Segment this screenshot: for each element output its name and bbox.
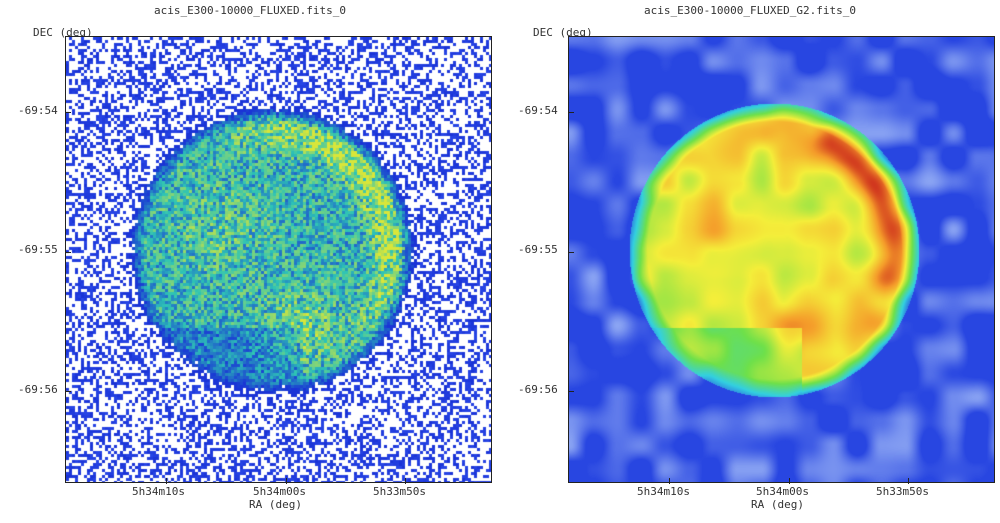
right-ytick-label: -69:54 xyxy=(518,104,558,117)
left-xray-image xyxy=(66,37,491,482)
left-ytick-label: -69:54 xyxy=(18,104,58,117)
left-image-frame[interactable] xyxy=(65,36,492,483)
right-xtick-label: 5h33m50s xyxy=(876,485,929,498)
left-xtick-mark xyxy=(405,478,406,484)
left-ytick-mark xyxy=(65,112,71,113)
right-xtick-mark xyxy=(908,478,909,484)
right-image-panel: acis_E300-10000_FLUXED_G2.fits_0 DEC (de… xyxy=(500,0,1000,523)
left-xtick-label: 5h34m10s xyxy=(132,485,185,498)
right-xtick-label: 5h34m10s xyxy=(637,485,690,498)
right-ytick-mark xyxy=(568,252,574,253)
left-xtick-label: 5h33m50s xyxy=(373,485,426,498)
right-ytick-mark xyxy=(568,112,574,113)
right-ytick-label: -69:56 xyxy=(518,383,558,396)
right-xtick-mark xyxy=(669,478,670,484)
right-smoothed-image xyxy=(569,37,994,482)
right-panel-title: acis_E300-10000_FLUXED_G2.fits_0 xyxy=(644,4,856,17)
right-ytick-label: -69:55 xyxy=(518,243,558,256)
left-xtick-label: 5h34m00s xyxy=(253,485,306,498)
right-y-axis-label: DEC (deg) xyxy=(533,26,593,39)
right-x-axis-label: RA (deg) xyxy=(751,498,804,511)
right-xtick-mark xyxy=(789,478,790,484)
left-y-axis-label: DEC (deg) xyxy=(33,26,93,39)
right-image-frame[interactable] xyxy=(568,36,995,483)
left-ytick-label: -69:55 xyxy=(18,243,58,256)
left-image-panel: acis_E300-10000_FLUXED.fits_0 DEC (deg) … xyxy=(18,4,492,511)
left-ytick-mark xyxy=(65,252,71,253)
left-xtick-mark xyxy=(166,478,167,484)
left-ytick-mark xyxy=(65,391,71,392)
left-ytick-label: -69:56 xyxy=(18,383,58,396)
left-panel-title: acis_E300-10000_FLUXED.fits_0 xyxy=(153,4,347,17)
right-xtick-label: 5h34m00s xyxy=(756,485,809,498)
left-xtick-mark xyxy=(286,478,287,484)
left-x-axis-label: RA (deg) xyxy=(249,498,302,511)
right-ytick-mark xyxy=(568,391,574,392)
